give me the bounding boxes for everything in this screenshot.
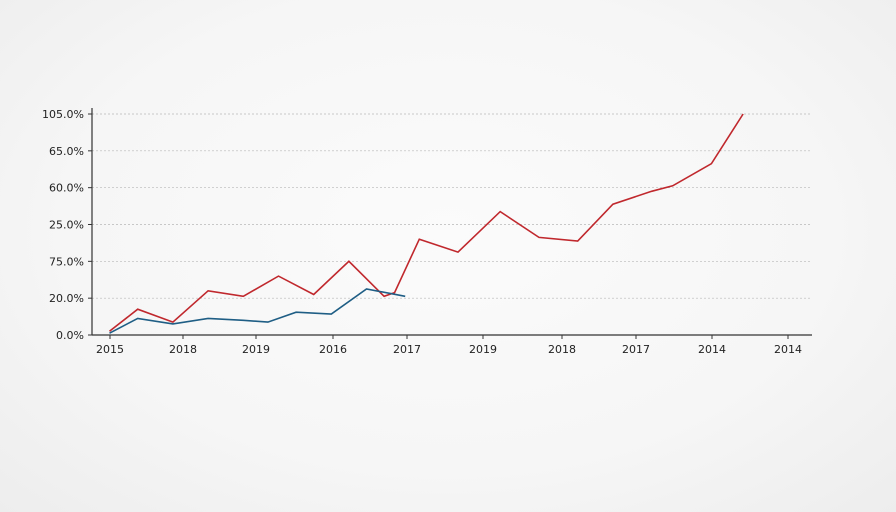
x-tick-label-6: 2018 xyxy=(548,343,576,356)
y-tick-label-4: 60.0% xyxy=(49,182,84,195)
y-tick-label-0: 0.0% xyxy=(56,329,84,342)
x-tick-label-7: 2017 xyxy=(622,343,650,356)
y-tick-labels: 0.0% 20.0% 75.0% 25.0% 60.0% 65.0% 105.0% xyxy=(42,108,84,342)
series-group xyxy=(109,113,744,334)
gridlines xyxy=(92,113,812,299)
x-tick-label-8: 2014 xyxy=(698,343,726,356)
y-tick-label-3: 25.0% xyxy=(49,219,84,232)
x-tick-label-1: 2018 xyxy=(169,343,197,356)
x-tick-label-4: 2017 xyxy=(393,343,421,356)
series-line-blue xyxy=(109,288,406,334)
series-line-red xyxy=(109,113,744,332)
x-tick-label-0: 2015 xyxy=(96,343,124,356)
y-tick-label-1: 20.0% xyxy=(49,292,84,305)
x-tick-label-2: 2019 xyxy=(242,343,270,356)
x-tick-label-3: 2016 xyxy=(319,343,347,356)
y-tick-label-6: 105.0% xyxy=(42,108,84,121)
y-tick-label-5: 65.0% xyxy=(49,145,84,158)
axes xyxy=(88,108,812,339)
x-tick-label-9: 2014 xyxy=(774,343,802,356)
x-tick-label-5: 2019 xyxy=(469,343,497,356)
y-tick-label-2: 75.0% xyxy=(49,255,84,268)
x-tick-labels: 2015 2018 2019 2016 2017 2019 2018 2017 2014 2014 xyxy=(96,343,802,356)
